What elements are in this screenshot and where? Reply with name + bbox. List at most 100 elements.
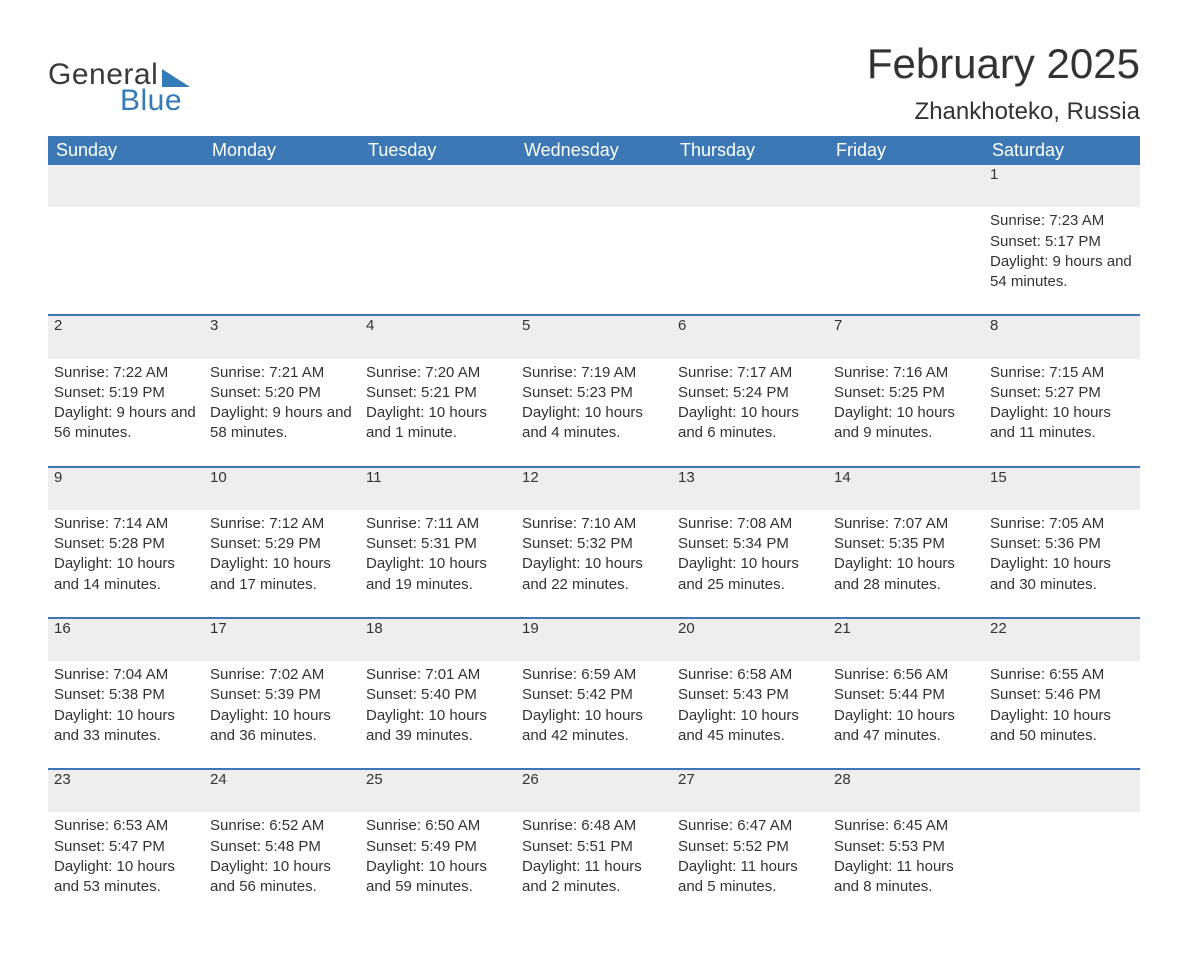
day-cell: Sunrise: 6:53 AMSunset: 5:47 PMDaylight:… xyxy=(48,812,204,919)
day-number: 4 xyxy=(360,315,516,358)
value: 5:53 PM xyxy=(889,838,945,855)
daylight-line: Daylight: 10 hours and 47 minutes. xyxy=(834,706,978,747)
day-cell: Sunrise: 6:45 AMSunset: 5:53 PMDaylight:… xyxy=(828,812,984,919)
label: Sunset: xyxy=(366,535,421,552)
value: 6:59 AM xyxy=(581,666,636,683)
daylight-line: Daylight: 9 hours and 58 minutes. xyxy=(210,403,354,444)
daylight-line: Daylight: 11 hours and 8 minutes. xyxy=(834,857,978,898)
sunset-line: Sunset: 5:17 PM xyxy=(990,232,1134,252)
daylight-line: Daylight: 10 hours and 36 minutes. xyxy=(210,706,354,747)
empty-cell xyxy=(360,207,516,315)
daylight-line: Daylight: 10 hours and 14 minutes. xyxy=(54,554,198,595)
label: Daylight: xyxy=(210,404,273,421)
day-info: Sunrise: 7:07 AMSunset: 5:35 PMDaylight:… xyxy=(834,510,978,595)
day-cell: Sunrise: 7:08 AMSunset: 5:34 PMDaylight:… xyxy=(672,510,828,618)
day-info: Sunrise: 7:16 AMSunset: 5:25 PMDaylight:… xyxy=(834,359,978,444)
day-cell: Sunrise: 7:14 AMSunset: 5:28 PMDaylight:… xyxy=(48,510,204,618)
day-info: Sunrise: 7:15 AMSunset: 5:27 PMDaylight:… xyxy=(990,359,1134,444)
value: 7:15 AM xyxy=(1049,364,1104,381)
sunrise-line: Sunrise: 6:45 AM xyxy=(834,816,978,836)
empty-cell xyxy=(516,165,672,207)
sunrise-line: Sunrise: 7:17 AM xyxy=(678,363,822,383)
label: Sunrise: xyxy=(54,364,113,381)
label: Daylight: xyxy=(834,707,897,724)
value: 7:16 AM xyxy=(893,364,948,381)
value: 5:17 PM xyxy=(1045,233,1101,250)
day-number: 21 xyxy=(828,618,984,661)
day-cell: Sunrise: 7:05 AMSunset: 5:36 PMDaylight:… xyxy=(984,510,1140,618)
day-info-row: Sunrise: 6:53 AMSunset: 5:47 PMDaylight:… xyxy=(48,812,1140,919)
day-info: Sunrise: 7:12 AMSunset: 5:29 PMDaylight:… xyxy=(210,510,354,595)
empty-cell xyxy=(204,165,360,207)
sunrise-line: Sunrise: 6:52 AM xyxy=(210,816,354,836)
daylight-line: Daylight: 9 hours and 56 minutes. xyxy=(54,403,198,444)
label: Sunset: xyxy=(522,535,577,552)
value: 5:28 PM xyxy=(109,535,165,552)
sunset-line: Sunset: 5:28 PM xyxy=(54,534,198,554)
label: Sunrise: xyxy=(678,666,737,683)
value: 5:20 PM xyxy=(265,384,321,401)
sunrise-line: Sunrise: 6:50 AM xyxy=(366,816,510,836)
label: Sunrise: xyxy=(366,515,425,532)
sunrise-line: Sunrise: 7:22 AM xyxy=(54,363,198,383)
day-info: Sunrise: 6:56 AMSunset: 5:44 PMDaylight:… xyxy=(834,661,978,746)
sunrise-line: Sunrise: 6:56 AM xyxy=(834,665,978,685)
label: Daylight: xyxy=(366,707,429,724)
value: 6:50 AM xyxy=(425,817,480,834)
label: Sunrise: xyxy=(210,515,269,532)
value: 7:05 AM xyxy=(1049,515,1104,532)
label: Sunset: xyxy=(678,384,733,401)
weekday-header: Thursday xyxy=(672,136,828,165)
day-cell: Sunrise: 7:11 AMSunset: 5:31 PMDaylight:… xyxy=(360,510,516,618)
day-info: Sunrise: 7:10 AMSunset: 5:32 PMDaylight:… xyxy=(522,510,666,595)
label: Sunset: xyxy=(210,838,265,855)
daylight-line: Daylight: 10 hours and 28 minutes. xyxy=(834,554,978,595)
empty-cell xyxy=(360,165,516,207)
day-info: Sunrise: 7:19 AMSunset: 5:23 PMDaylight:… xyxy=(522,359,666,444)
label: Sunset: xyxy=(678,838,733,855)
label: Daylight: xyxy=(54,707,117,724)
sunset-line: Sunset: 5:48 PM xyxy=(210,837,354,857)
daylight-line: Daylight: 11 hours and 5 minutes. xyxy=(678,857,822,898)
label: Sunrise: xyxy=(834,364,893,381)
label: Sunset: xyxy=(990,233,1045,250)
label: Sunrise: xyxy=(834,817,893,834)
label: Daylight: xyxy=(522,858,585,875)
value: 5:29 PM xyxy=(265,535,321,552)
label: Daylight: xyxy=(210,707,273,724)
sunrise-line: Sunrise: 7:01 AM xyxy=(366,665,510,685)
label: Sunset: xyxy=(522,838,577,855)
sunset-line: Sunset: 5:38 PM xyxy=(54,685,198,705)
day-info-row: Sunrise: 7:04 AMSunset: 5:38 PMDaylight:… xyxy=(48,661,1140,769)
label: Sunset: xyxy=(54,838,109,855)
label: Sunset: xyxy=(54,384,109,401)
daylight-line: Daylight: 11 hours and 2 minutes. xyxy=(522,857,666,898)
value: 5:24 PM xyxy=(733,384,789,401)
value: 5:51 PM xyxy=(577,838,633,855)
value: 6:58 AM xyxy=(737,666,792,683)
day-info: Sunrise: 7:11 AMSunset: 5:31 PMDaylight:… xyxy=(366,510,510,595)
value: 5:36 PM xyxy=(1045,535,1101,552)
sunrise-line: Sunrise: 7:20 AM xyxy=(366,363,510,383)
sunrise-line: Sunrise: 7:02 AM xyxy=(210,665,354,685)
weekday-header: Tuesday xyxy=(360,136,516,165)
day-cell: Sunrise: 7:04 AMSunset: 5:38 PMDaylight:… xyxy=(48,661,204,769)
label: Sunrise: xyxy=(366,817,425,834)
location: Zhankhoteko, Russia xyxy=(867,98,1140,126)
month-title: February 2025 xyxy=(867,40,1140,88)
day-info: Sunrise: 7:23 AMSunset: 5:17 PMDaylight:… xyxy=(990,207,1134,292)
sunset-line: Sunset: 5:39 PM xyxy=(210,685,354,705)
daylight-line: Daylight: 10 hours and 11 minutes. xyxy=(990,403,1134,444)
sunrise-line: Sunrise: 7:07 AM xyxy=(834,514,978,534)
day-cell: Sunrise: 7:02 AMSunset: 5:39 PMDaylight:… xyxy=(204,661,360,769)
value: 5:47 PM xyxy=(109,838,165,855)
day-info: Sunrise: 6:59 AMSunset: 5:42 PMDaylight:… xyxy=(522,661,666,746)
label: Sunrise: xyxy=(834,666,893,683)
label: Sunrise: xyxy=(990,212,1049,229)
daylight-line: Daylight: 10 hours and 19 minutes. xyxy=(366,554,510,595)
label: Daylight: xyxy=(834,858,897,875)
day-info: Sunrise: 7:14 AMSunset: 5:28 PMDaylight:… xyxy=(54,510,198,595)
day-info: Sunrise: 7:01 AMSunset: 5:40 PMDaylight:… xyxy=(366,661,510,746)
day-cell: Sunrise: 7:17 AMSunset: 5:24 PMDaylight:… xyxy=(672,359,828,467)
day-number: 17 xyxy=(204,618,360,661)
